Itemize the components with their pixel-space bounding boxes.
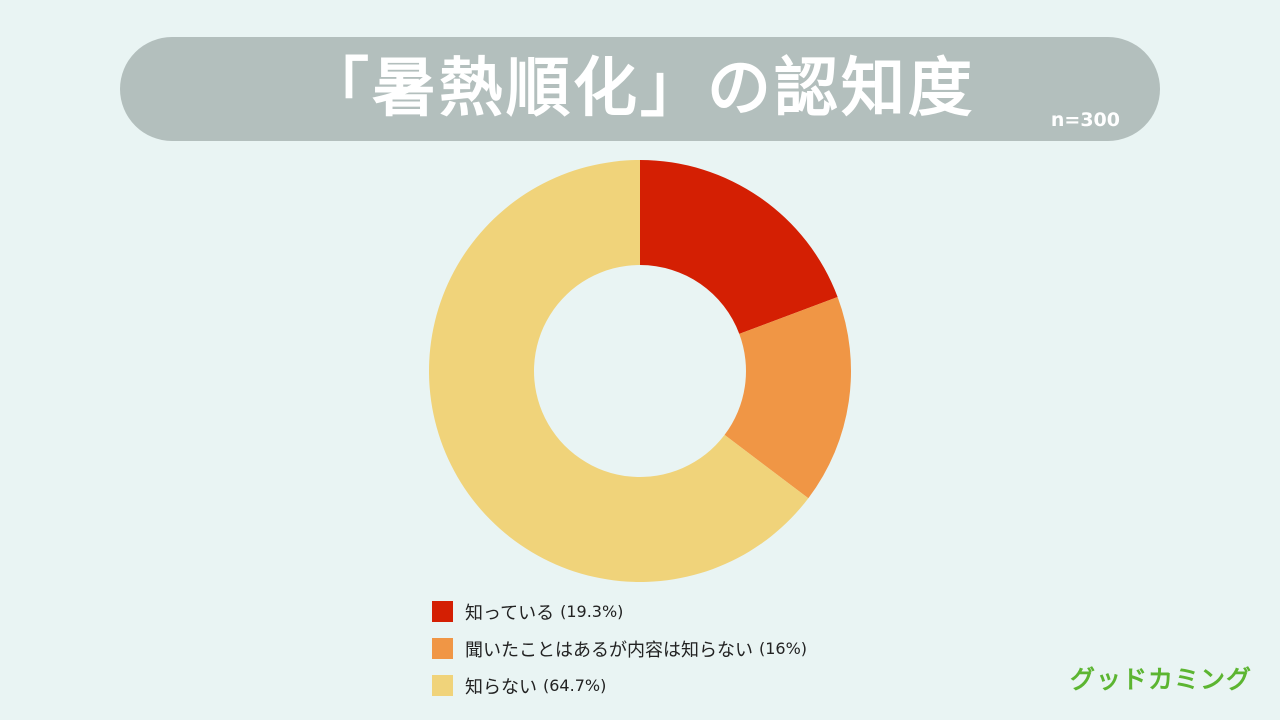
brand-logo: グッドカミング <box>1069 665 1252 694</box>
chart-title: 「暑熱順化」の認知度 <box>305 52 975 126</box>
slice-known <box>640 160 838 334</box>
legend-item-unknown: 知らない (64.7%) <box>432 673 807 698</box>
legend-label-unknown: 知らない <box>465 676 537 698</box>
legend-label-known: 知っている <box>465 602 555 624</box>
legend-value-heard: (16%) <box>759 639 808 658</box>
legend-value-known: (19.3%) <box>560 602 624 621</box>
legend-label-heard: 聞いたことはあるが内容は知らない <box>465 639 753 661</box>
slice-heard <box>724 297 851 499</box>
legend-swatch-unknown <box>432 675 453 696</box>
legend-value-unknown: (64.7%) <box>543 676 607 695</box>
chart-legend: 知っている (19.3%) 聞いたことはあるが内容は知らない (16%) 知らな… <box>432 599 807 710</box>
donut-slices <box>429 160 851 582</box>
donut-chart <box>429 160 851 582</box>
title-banner: 「暑熱順化」の認知度 n=300 <box>120 37 1160 141</box>
legend-item-heard: 聞いたことはあるが内容は知らない (16%) <box>432 636 807 661</box>
slice-unknown <box>429 160 809 582</box>
legend-item-known: 知っている (19.3%) <box>432 599 807 624</box>
legend-swatch-heard <box>432 638 453 659</box>
legend-swatch-known <box>432 601 453 622</box>
sample-size-label: n=300 <box>1050 109 1120 131</box>
